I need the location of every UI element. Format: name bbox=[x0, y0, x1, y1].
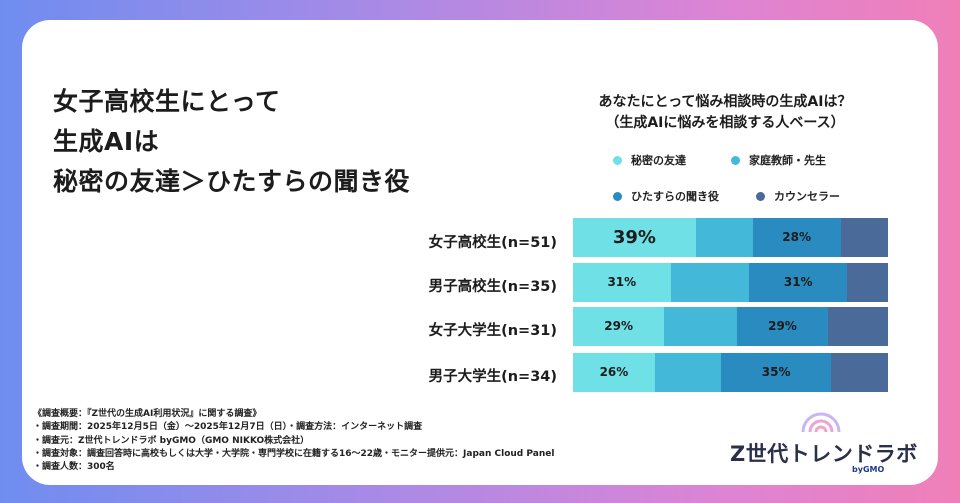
bar-segment bbox=[664, 307, 737, 346]
survey-note: 《調査概要：『Z世代の生成AI利用状況』に関する調査》 bbox=[33, 409, 262, 419]
headline: 女子高校生にとって 生成AIは 秘密の友達＞ひたすらの聞き役 bbox=[53, 82, 410, 202]
data-label: 35% bbox=[761, 365, 791, 379]
legend-label: 家庭教師・先生 bbox=[749, 154, 826, 167]
data-label: 28% bbox=[782, 230, 811, 244]
category-label: 男子高校生(n=35) bbox=[428, 279, 557, 295]
bar-segment bbox=[654, 353, 722, 392]
bar-segment bbox=[670, 263, 750, 302]
legend-label: ひたすらの聞き役 bbox=[631, 190, 719, 203]
brand-logo: Z世代トレンドラボ byGMO bbox=[730, 404, 917, 482]
category-label: 女子大学生(n=31) bbox=[428, 323, 557, 339]
data-label: 29% bbox=[604, 319, 634, 333]
bar-segment bbox=[749, 263, 848, 302]
bar-segment bbox=[736, 307, 829, 346]
survey-notes: 《調査概要：『Z世代の生成AI利用状況』に関する調査》 ・調査期間：2025年1… bbox=[33, 408, 554, 474]
data-label: 31% bbox=[783, 275, 813, 289]
logo-by-gmo: byGMO bbox=[852, 465, 885, 474]
bar-segment bbox=[573, 307, 665, 346]
bar-segment bbox=[828, 307, 888, 346]
chart-title-block: あなたにとって悩み相談時の生成AIは？ （生成AIに悩みを相談する人ベース） bbox=[560, 92, 890, 134]
headline-line-3: 秘密の友達＞ひたすらの聞き役 bbox=[53, 167, 411, 196]
bar-segment bbox=[752, 218, 841, 257]
bar-segment bbox=[573, 353, 655, 392]
legend-item-counselor: カウンセラー bbox=[756, 188, 840, 204]
legend-item-secret-friend: 秘密の友達 bbox=[613, 152, 686, 168]
bar-segment bbox=[831, 353, 888, 392]
legend-swatch-listener bbox=[613, 191, 622, 201]
legend-label: カウンセラー bbox=[774, 190, 840, 203]
legend-item-tutor: 家庭教師・先生 bbox=[731, 152, 826, 168]
chart-subtitle: （生成AIに悩みを相談する人ベース） bbox=[605, 115, 845, 131]
survey-note: ・調査対象：調査回答時に高校もしくは大学・大学院・専門学校に在籍する16～22歳… bbox=[33, 448, 555, 459]
category-label: 女子高校生(n=51) bbox=[428, 235, 557, 251]
bar-segment bbox=[721, 353, 832, 392]
legend-item-listener: ひたすらの聞き役 bbox=[613, 188, 719, 204]
headline-line-1: 女子高校生にとって bbox=[53, 87, 281, 116]
chart-title: あなたにとって悩み相談時の生成AIは？ bbox=[598, 94, 852, 110]
bar-segment bbox=[847, 263, 888, 302]
legend-swatch-tutor bbox=[731, 155, 740, 165]
headline-line-2: 生成AIは bbox=[53, 127, 160, 156]
logo-wordmark: Z世代トレンドラボ bbox=[730, 442, 918, 466]
bar-segment bbox=[573, 263, 671, 302]
legend-label: 秘密の友達 bbox=[631, 154, 686, 167]
bar-segment bbox=[695, 218, 753, 257]
category-label: 男子大学生(n=34) bbox=[428, 369, 557, 385]
data-label: 26% bbox=[599, 365, 629, 379]
survey-note: ・調査元：Z世代トレンドラボ byGMO（GMO NIKKO株式会社） bbox=[33, 435, 310, 446]
data-label: 39% bbox=[612, 227, 656, 248]
legend-swatch-secret-friend bbox=[613, 155, 622, 165]
bar-segment bbox=[573, 218, 696, 257]
bar-segment bbox=[840, 218, 888, 257]
survey-note: ・調査人数：300名 bbox=[33, 462, 115, 473]
legend-swatch-counselor bbox=[756, 191, 765, 201]
signal-waves-icon bbox=[801, 412, 841, 433]
data-label: 29% bbox=[768, 319, 797, 333]
data-label: 31% bbox=[607, 275, 637, 289]
survey-note: ・調査期間：2025年12月5日（金）～2025年12月7日（日）・調査方法：イ… bbox=[33, 422, 423, 433]
